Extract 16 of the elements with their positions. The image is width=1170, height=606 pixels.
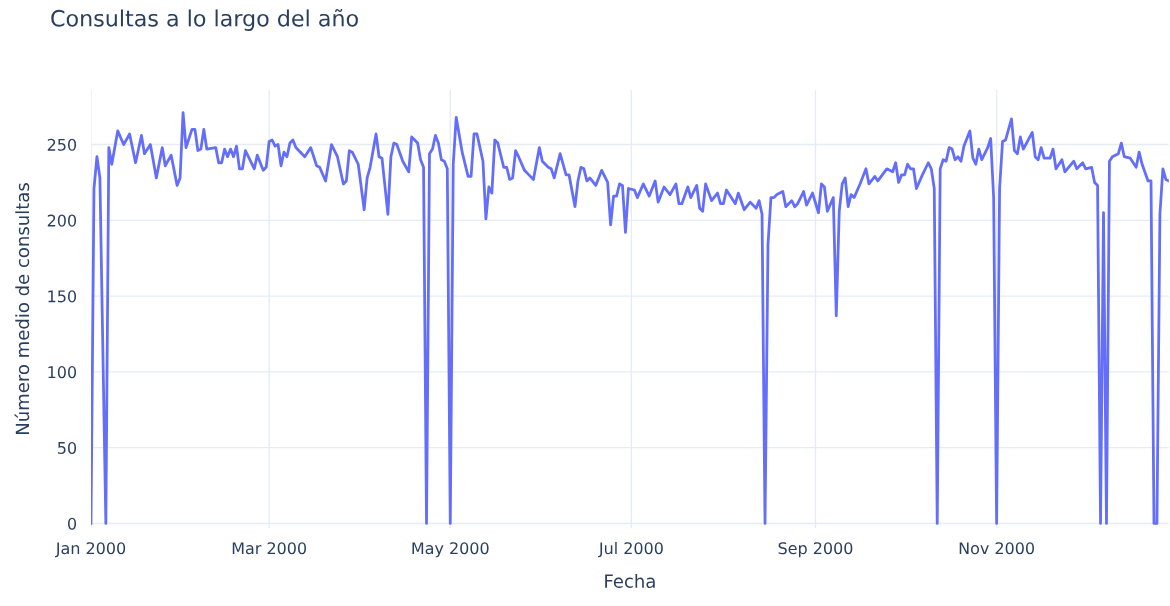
x-axis-title: Fecha	[605, 574, 655, 588]
y-tick-label: 0	[68, 517, 77, 530]
y-tick-label: 100	[48, 366, 77, 379]
y-tick-label: 150	[48, 290, 77, 303]
chart-title: Consultas a lo largo del año	[51, 9, 358, 31]
x-tick-label: May 2000	[412, 542, 489, 558]
y-axis-title: Número medio de consultas	[14, 183, 30, 435]
y-tick-label: 200	[47, 214, 77, 227]
x-tick-label: Jul 2000	[598, 541, 663, 558]
x-tick-label: Nov 2000	[959, 542, 1034, 555]
x-tick-label: Mar 2000	[232, 542, 307, 555]
line-series	[91, 111, 1169, 525]
y-tick-label: 50	[58, 441, 77, 454]
x-tick-label: Sep 2000	[778, 542, 853, 558]
x-tick-label: Jan 2000	[55, 542, 126, 558]
y-tick-label: 250	[47, 138, 77, 151]
